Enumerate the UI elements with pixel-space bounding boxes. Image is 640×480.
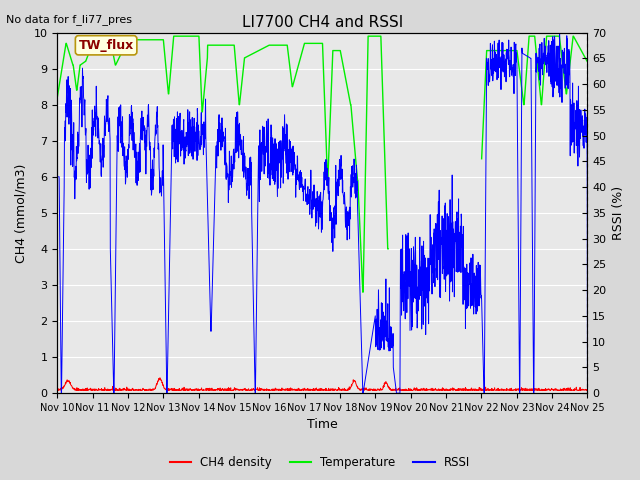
X-axis label: Time: Time bbox=[307, 419, 338, 432]
Text: TW_flux: TW_flux bbox=[79, 39, 134, 52]
Title: LI7700 CH4 and RSSI: LI7700 CH4 and RSSI bbox=[242, 15, 403, 30]
Text: No data for f_li77_pres: No data for f_li77_pres bbox=[6, 14, 132, 25]
Y-axis label: RSSI (%): RSSI (%) bbox=[612, 186, 625, 240]
Legend: CH4 density, Temperature, RSSI: CH4 density, Temperature, RSSI bbox=[165, 452, 475, 474]
Y-axis label: CH4 (mmol/m3): CH4 (mmol/m3) bbox=[15, 163, 28, 263]
